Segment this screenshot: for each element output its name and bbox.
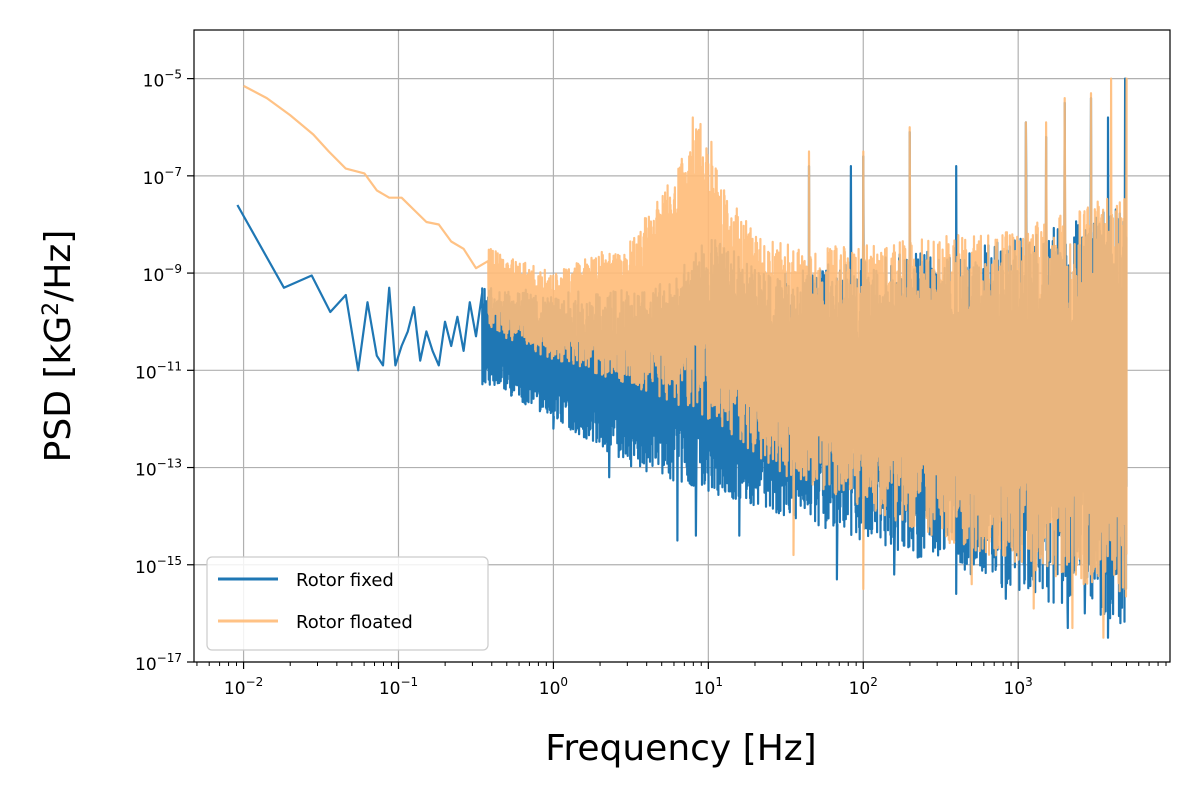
y-tick-label-4: 10−13 xyxy=(135,457,182,481)
plot-frame xyxy=(193,29,1171,663)
y-tick-label-6: 10−17 xyxy=(135,651,182,675)
series-layer xyxy=(236,77,1128,639)
y-tick-label-2: 10−9 xyxy=(143,262,182,286)
y-tick-label-3: 10−11 xyxy=(135,359,182,383)
series-line-rotor-floated xyxy=(243,77,1128,639)
tick-layer: 10−2 10−1 100 101 102 103 10−5 10−7 10−9 10−11 10−… xyxy=(135,68,1033,699)
y-axis-label-sup: 2 xyxy=(39,302,64,316)
y-axis-label: PSD [kG2/Hz] xyxy=(38,230,79,463)
svg-text:PSD [kG2/Hz]: PSD [kG2/Hz] xyxy=(38,230,79,463)
x-tick-label-3: 101 xyxy=(694,675,723,699)
x-tick-label-2: 100 xyxy=(539,675,568,699)
x-minor-ticks xyxy=(196,662,1167,666)
x-tick-label-1: 10−1 xyxy=(379,675,418,699)
y-axis-label-prefix: PSD [kG xyxy=(38,316,79,463)
y-tick-label-0: 10−5 xyxy=(143,68,182,92)
y-tick-label-5: 10−15 xyxy=(135,554,182,578)
legend-label-rotor-fixed: Rotor fixed xyxy=(296,570,394,591)
x-axis-label: Frequency [Hz] xyxy=(545,728,816,769)
x-tick-label-0: 10−2 xyxy=(224,675,263,699)
y-axis-label-suffix: /Hz] xyxy=(38,230,79,302)
x-tick-label-5: 103 xyxy=(1004,675,1033,699)
y-tick-label-1: 10−7 xyxy=(143,165,182,189)
x-tick-label-4: 102 xyxy=(849,675,878,699)
legend-label-rotor-floated: Rotor floated xyxy=(296,612,413,633)
legend: Rotor fixed Rotor floated xyxy=(206,556,489,651)
